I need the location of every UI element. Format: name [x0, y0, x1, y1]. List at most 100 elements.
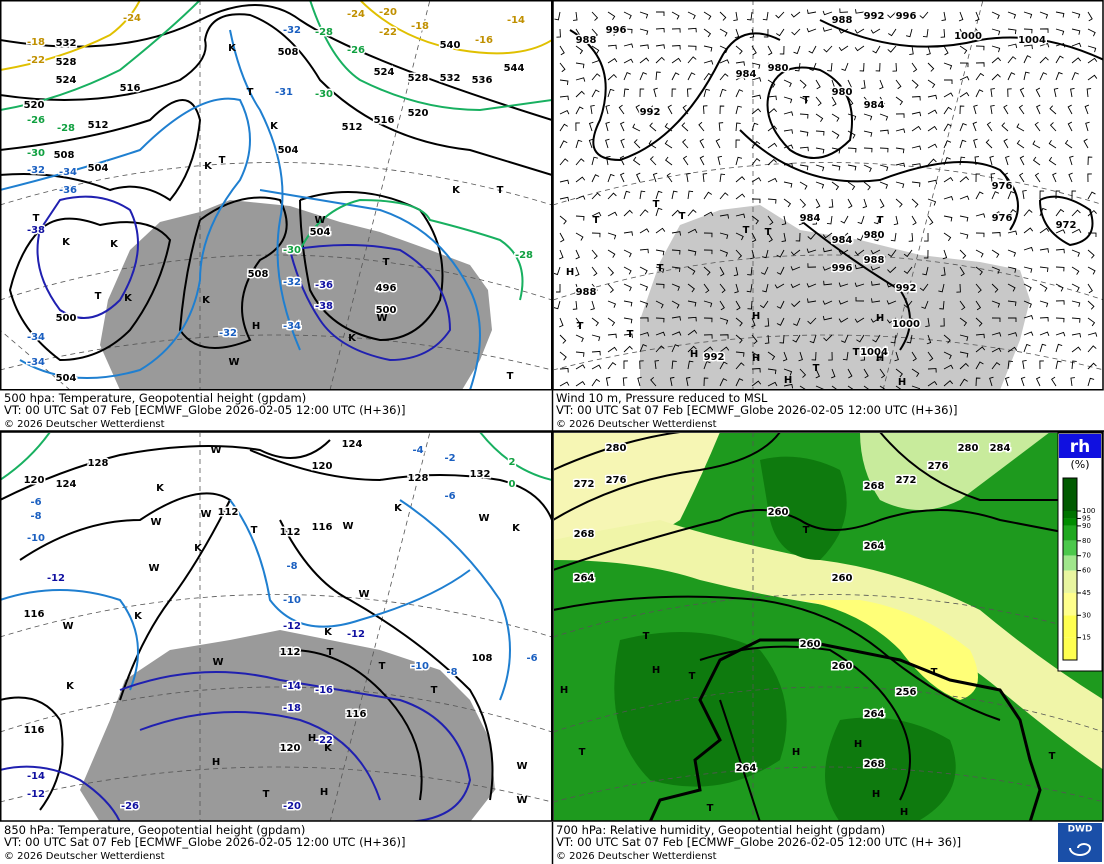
wind-barb	[1070, 377, 1075, 387]
pressure-symbol: T	[247, 87, 254, 98]
wind-barb	[559, 179, 570, 185]
wind-barb	[919, 283, 929, 292]
wind-barb	[1087, 45, 1097, 53]
pressure-symbol: K	[324, 743, 333, 754]
wind-barb	[767, 158, 777, 166]
wind-barb	[764, 317, 770, 327]
wind-barb	[911, 79, 919, 89]
wind-barb	[1055, 283, 1064, 292]
wind-barb	[903, 249, 913, 258]
wind-barb	[1035, 87, 1041, 98]
wind-barb	[1036, 104, 1041, 115]
wind-barb	[927, 94, 938, 100]
contour-label: -10	[27, 533, 45, 544]
wind-barb	[887, 45, 897, 53]
contour-label: -14	[27, 771, 45, 782]
valid-time: VT: 00 UTC Sat 07 Feb [ECMWF_Globe 2026-…	[556, 835, 961, 849]
wind-barb	[751, 45, 757, 56]
wind-barb	[1055, 360, 1062, 370]
wind-barb	[902, 11, 913, 17]
contour-label: 264	[864, 709, 885, 720]
wind-barb	[959, 334, 969, 341]
legend-tick-label: 70	[1082, 552, 1091, 560]
wind-barb	[639, 248, 649, 254]
contour-label: -34	[59, 167, 77, 178]
wind-barb	[779, 45, 785, 55]
wind-barb	[879, 129, 889, 135]
contour-label: 284	[990, 443, 1011, 454]
wind-barb	[751, 334, 758, 345]
wind-barb	[839, 8, 849, 13]
wind-barb	[990, 173, 996, 183]
wind-barb	[559, 95, 569, 101]
wind-barb	[943, 140, 952, 149]
wind-barb	[1055, 28, 1065, 36]
pressure-symbol: T	[383, 257, 390, 268]
contour-label: -10	[411, 661, 429, 672]
wind-barb	[863, 164, 872, 173]
wind-barb	[591, 283, 598, 294]
wind-barb	[1039, 56, 1049, 64]
contour-label: -22	[27, 55, 45, 66]
pressure-symbol: K	[124, 293, 133, 304]
wind-barb	[939, 300, 945, 310]
wind-barb	[908, 232, 914, 242]
wind-barb	[623, 11, 632, 20]
wind-barb	[991, 211, 1002, 217]
wind-barb	[927, 351, 934, 362]
wind-barb	[1005, 155, 1010, 166]
wind-barb	[575, 249, 580, 260]
wind-barb	[655, 249, 665, 256]
wind-barb	[607, 44, 617, 50]
wind-barb	[887, 249, 897, 258]
wind-barb	[879, 164, 889, 172]
wind-barb	[807, 263, 817, 268]
wind-barb	[623, 28, 633, 34]
wind-barb	[783, 368, 793, 376]
wind-barb	[847, 79, 853, 90]
wind-barb	[666, 172, 673, 183]
wind-barb	[682, 155, 689, 166]
wind-barb	[703, 28, 712, 38]
legend-title: rh	[1070, 437, 1091, 457]
pressure-symbol: W	[358, 589, 369, 600]
wind-barb	[943, 380, 954, 387]
legend-band	[1063, 525, 1077, 541]
wind-barb	[879, 198, 885, 209]
wind-barb	[1053, 87, 1059, 98]
contour-label: 1004	[1018, 35, 1046, 46]
contour-label: -6	[444, 491, 455, 502]
wind-barb	[767, 351, 776, 361]
wind-barb	[959, 232, 969, 239]
wind-barb	[591, 28, 598, 38]
contour-label: 984	[832, 235, 853, 246]
wind-barb	[607, 333, 617, 339]
wind-barb	[623, 209, 633, 217]
wind-barb	[605, 104, 610, 115]
wind-barb	[943, 364, 954, 370]
wind-barb	[559, 381, 570, 387]
pressure-symbol: W	[148, 563, 159, 574]
wind-barb	[879, 385, 886, 389]
wind-barb	[991, 361, 1001, 370]
pressure-symbol: W	[516, 795, 527, 806]
wind-barb	[639, 331, 650, 337]
wind-barb	[751, 380, 762, 387]
contour-label: -22	[315, 735, 333, 746]
wind-barb	[1007, 43, 1018, 49]
wind-barb	[636, 172, 641, 183]
wind-barb	[575, 380, 586, 387]
wind-barb	[1087, 283, 1093, 294]
wind-barb	[655, 190, 663, 200]
legend-tick-label: 100	[1082, 507, 1095, 515]
contour-label: 120	[312, 461, 333, 472]
wind-barb	[879, 96, 886, 107]
wind-barb	[956, 283, 961, 293]
wind-barb	[989, 376, 994, 387]
wind-barb	[559, 351, 567, 361]
pressure-symbol: H	[792, 747, 800, 758]
wind-barb	[591, 266, 598, 277]
wind-barb	[975, 213, 986, 218]
wind-barb	[733, 266, 739, 277]
wind-barb	[703, 377, 709, 387]
